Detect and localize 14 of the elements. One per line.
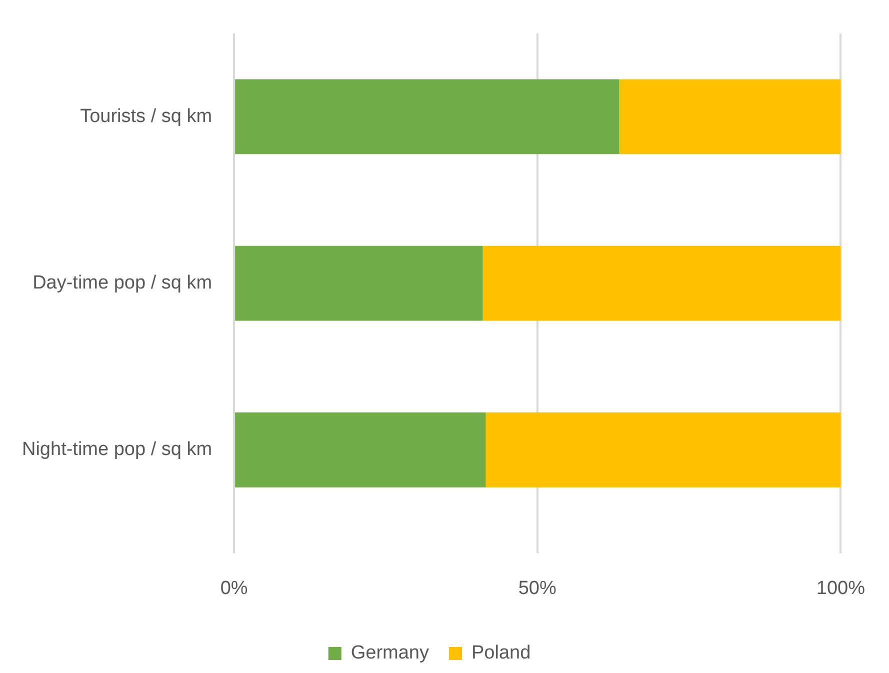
bar — [486, 412, 841, 488]
bar — [235, 79, 620, 154]
x-tick-label: 0% — [220, 578, 248, 599]
bar — [235, 246, 483, 321]
y-tick-label: Day-time pop / sq km — [32, 272, 212, 294]
x-tick-label: 100% — [816, 578, 866, 599]
y-tick-label: Tourists / sq km — [80, 106, 212, 127]
x-tick-label: 50% — [518, 578, 556, 599]
bar — [619, 79, 841, 154]
legend-label: Germany — [350, 642, 430, 664]
y-tick-label: Night-time pop / sq km — [22, 439, 212, 460]
bar — [235, 412, 486, 488]
legend-label: Poland — [471, 642, 531, 664]
bar — [482, 246, 841, 321]
